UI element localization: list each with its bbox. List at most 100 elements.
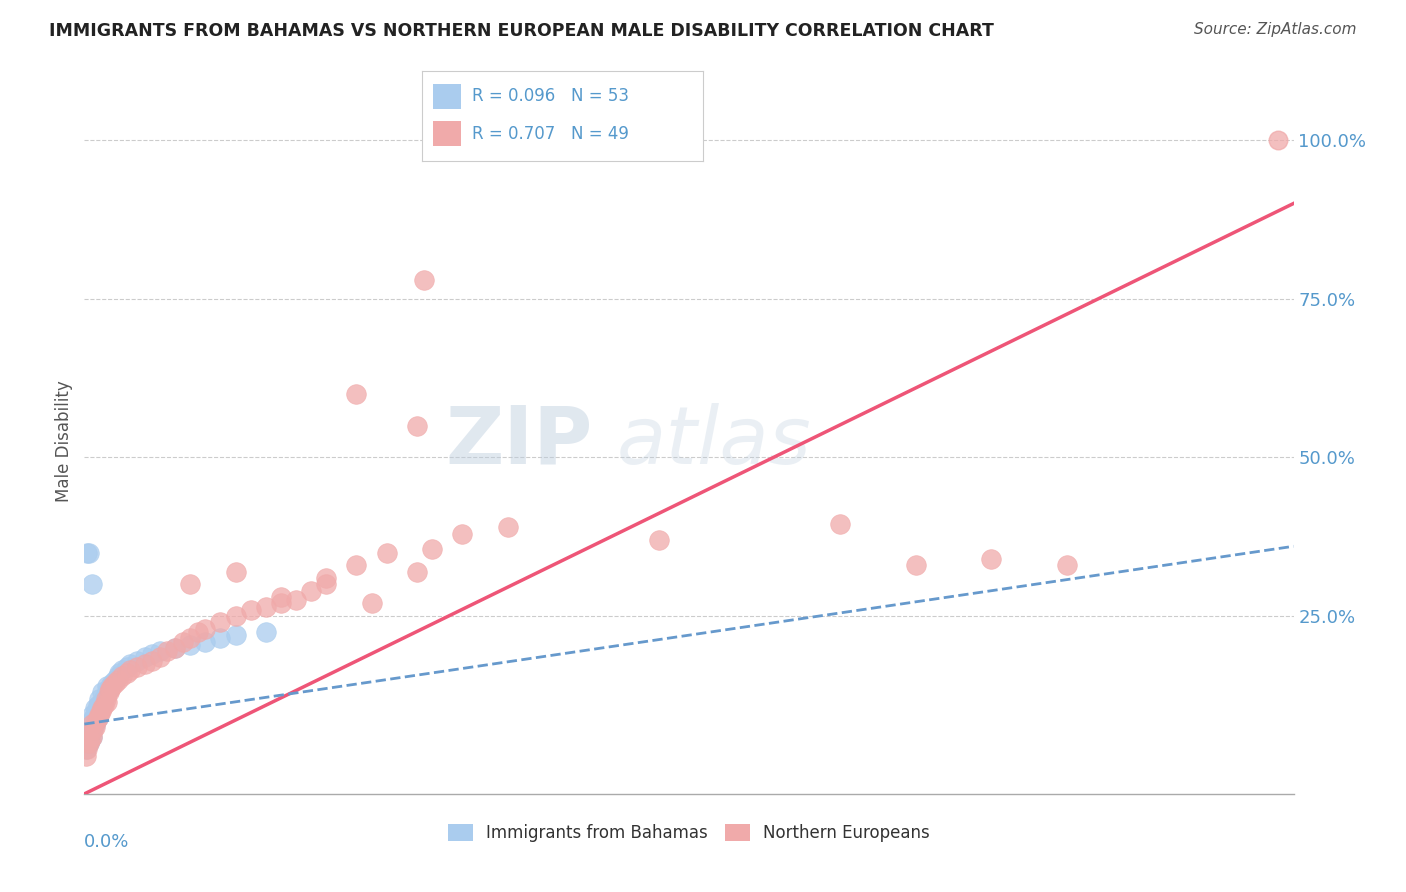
Point (89, 707, 111, 722)
Point (82, 723, 104, 738)
Point (86, 704, 108, 718)
Point (413, 273, 436, 287)
Point (80, 723, 103, 738)
Point (75, 748, 97, 763)
Point (80, 577, 103, 591)
Point (89, 691, 111, 706)
Point (648, 533, 671, 547)
Point (87, 711, 110, 725)
Point (141, 654, 163, 668)
Point (149, 650, 172, 665)
Point (107, 669, 129, 683)
Point (904, 558, 927, 573)
Point (270, 596, 292, 610)
Point (96, 695, 118, 709)
Point (91, 685, 114, 699)
Point (118, 663, 141, 677)
Point (89, 707, 111, 722)
Point (84, 707, 107, 722)
Point (299, 583, 322, 598)
Point (76, 742, 98, 756)
Point (187, 625, 209, 640)
Point (270, 590, 292, 604)
Point (980, 552, 1002, 566)
Point (77, 736, 100, 750)
Point (239, 603, 262, 617)
Point (830, 517, 852, 532)
Point (89, 699, 111, 714)
Point (115, 660, 138, 674)
Point (315, 571, 337, 585)
Point (194, 622, 217, 636)
Point (97, 682, 120, 697)
Point (156, 644, 179, 658)
Point (118, 657, 141, 671)
Point (165, 640, 187, 655)
Text: ZIP: ZIP (444, 402, 592, 481)
Point (108, 666, 131, 681)
Point (80, 714, 103, 728)
Point (111, 669, 134, 683)
Point (75, 742, 97, 756)
Point (86, 714, 108, 728)
Point (141, 647, 163, 661)
Point (97, 685, 120, 699)
Point (79, 720, 101, 734)
Point (496, 520, 519, 534)
Point (94, 689, 117, 703)
Point (79, 726, 101, 740)
Text: atlas: atlas (616, 402, 811, 481)
Text: Source: ZipAtlas.com: Source: ZipAtlas.com (1194, 22, 1357, 37)
Point (179, 632, 201, 646)
FancyBboxPatch shape (433, 121, 461, 146)
Point (90, 698, 112, 712)
Text: R = 0.096   N = 53: R = 0.096 N = 53 (472, 87, 630, 105)
Point (225, 628, 247, 642)
Point (451, 526, 474, 541)
Point (86, 714, 108, 728)
Point (87, 698, 110, 712)
Y-axis label: Male Disability: Male Disability (55, 381, 73, 502)
Point (115, 666, 138, 681)
Point (80, 730, 103, 744)
Point (127, 654, 149, 668)
Point (90, 704, 112, 718)
Point (93, 698, 115, 712)
Text: IMMIGRANTS FROM BAHAMAS VS NORTHERN EUROPEAN MALE DISABILITY CORRELATION CHART: IMMIGRANTS FROM BAHAMAS VS NORTHERN EURO… (49, 22, 994, 40)
FancyBboxPatch shape (433, 84, 461, 109)
Point (98, 682, 121, 697)
Point (77, 730, 100, 744)
Point (76, 739, 98, 754)
Point (84, 717, 107, 731)
Point (96, 685, 118, 699)
Point (225, 565, 247, 579)
Point (225, 609, 247, 624)
Point (360, 596, 382, 610)
Point (149, 644, 172, 658)
Point (179, 638, 201, 652)
Point (254, 625, 277, 640)
Point (406, 565, 429, 579)
Text: R = 0.707   N = 49: R = 0.707 N = 49 (472, 125, 630, 143)
Point (254, 599, 277, 614)
Point (82, 720, 104, 734)
Point (107, 673, 129, 687)
Point (209, 615, 232, 630)
Point (84, 720, 107, 734)
Point (1056, 558, 1078, 573)
Point (165, 640, 187, 655)
Point (79, 733, 101, 747)
Point (98, 679, 121, 693)
Point (80, 730, 103, 744)
Point (104, 675, 127, 690)
Point (100, 679, 122, 693)
Point (134, 657, 156, 671)
Point (94, 691, 117, 706)
Point (100, 675, 122, 690)
Point (79, 733, 101, 747)
Point (315, 577, 337, 591)
Point (93, 691, 115, 706)
Point (420, 542, 443, 557)
Point (194, 634, 217, 648)
Point (82, 711, 104, 725)
